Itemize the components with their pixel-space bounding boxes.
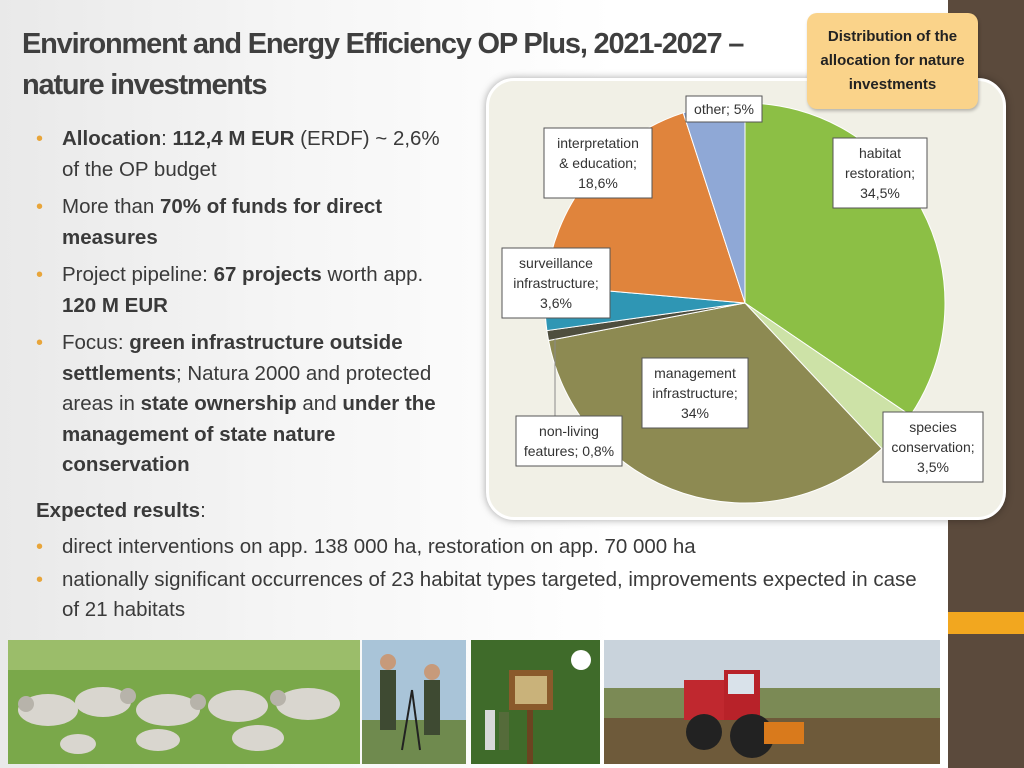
results-heading-colon: : [200,499,206,522]
results-list: direct interventions on app. 138 000 ha,… [36,532,936,628]
direct-measures-pre: More than [62,195,160,218]
callout-text: Distribution of the allocation for natur… [820,28,965,93]
data-label-box [685,95,763,123]
chart-panel: habitat restoration; 34,5% species conservat… [486,78,1006,520]
data-label-text: 3,5% [917,459,949,475]
data-label-box [543,127,653,199]
side-accent-stripe [948,612,1024,634]
allocation-sep: : [161,127,173,150]
results-heading-text: Expected results [36,499,201,522]
focus-state-ownership: state ownership [140,392,297,415]
focus-pre: Focus: [62,331,130,354]
data-label-surveillance-infrastructure: surveillance infrastructure; 3,6% [501,247,611,319]
data-label-text: infrastructure; [652,385,738,401]
photo-tractor-mulching [604,640,940,764]
data-label-text: management [654,365,736,381]
results-heading: Expected results: [36,496,206,526]
slide-title: Environment and Energy Efficiency OP Plu… [22,28,744,101]
data-label-box [515,415,623,467]
bullet-focus: Focus: green infrastructure outside sett… [36,328,456,481]
data-label-non-living-features: non-living features; 0,8% [515,415,623,467]
result-item: nationally significant occurrences of 23… [36,565,936,626]
focus-mid2: and [296,392,343,415]
chart-callout: Distribution of the allocation for natur… [807,13,978,109]
key-facts-list: Allocation: 112,4 M EUR (ERDF) ~ 2,6% of… [36,124,456,488]
data-label-habitat-restoration: habitat restoration; 34,5% [832,137,928,209]
bullet-direct-measures: More than 70% of funds for direct measur… [36,192,456,253]
allocation-rest: (ERDF) ~ 2,6% of the OP budget [62,127,440,181]
allocation-value: 112,4 M EUR [172,127,295,150]
data-label-text: infrastructure; [513,275,599,291]
data-label-text: habitat [859,145,901,161]
photo-birdwatchers [362,640,466,764]
result-item: direct interventions on app. 138 000 ha,… [36,532,936,563]
data-label-box [832,137,928,209]
data-label-text: non-living [539,423,599,439]
data-label-text: restoration; [845,165,915,181]
bullet-pipeline: Project pipeline: 67 projects worth app.… [36,260,456,321]
data-label-text: 34% [681,405,709,421]
direct-measures-bold: 70% of funds for direct measures [62,195,383,249]
data-label-text: species [909,419,956,435]
data-label-box [501,247,611,319]
data-label-text: 18,6% [578,175,618,191]
data-label-management-infrastructure: management infrastructure; 34% [641,357,749,429]
data-label-text: 3,6% [540,295,572,311]
data-label-box [882,411,984,483]
data-label-interpretation-education: interpretation & education; 18,6% [543,127,653,199]
data-label-text: conservation; [891,439,974,455]
data-label-box [641,357,749,429]
data-label-other: other; 5% [685,95,763,123]
photo-nature-trail-sign [471,640,600,764]
pipeline-projects: 67 projects [213,263,322,286]
data-label-text: other; 5% [694,101,754,117]
pipeline-pre: Project pipeline: [62,263,214,286]
data-label-text: surveillance [519,255,593,271]
side-accent-bar-bottom [948,634,1024,768]
pie-chart: habitat restoration; 34,5% species conservat… [501,95,984,504]
pipeline-amount: 120 M EUR [62,293,168,317]
focus-green-infrastructure: green infrastructure outside settlements [62,331,403,385]
data-label-text: & education; [559,155,637,171]
pipeline-mid: worth app. [321,263,424,286]
data-label-text: 34,5% [860,185,900,201]
focus-management: under the management of state nature con… [62,392,436,476]
allocation-label: Allocation [62,127,162,150]
focus-mid1: ; Natura 2000 and protected areas in [62,361,432,416]
data-label-text: features; 0,8% [524,443,614,459]
bullet-allocation: Allocation: 112,4 M EUR (ERDF) ~ 2,6% of… [36,124,456,185]
data-label-species-conservation: species conservation; 3,5% [882,411,984,483]
data-label-text: interpretation [557,135,639,151]
photo-grey-cattle [8,640,360,764]
